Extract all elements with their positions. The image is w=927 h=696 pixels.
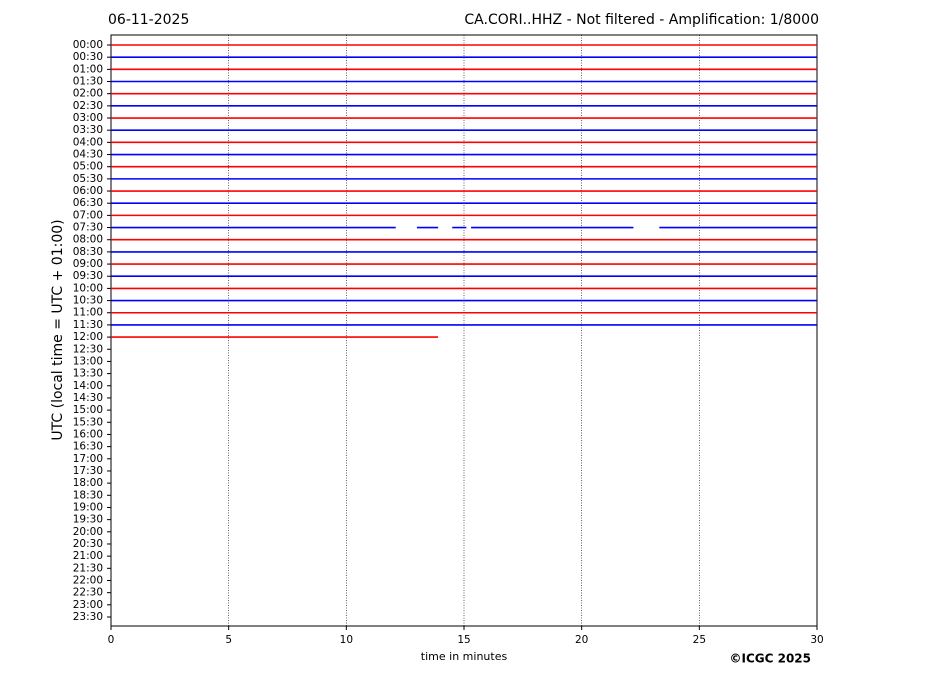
y-tick-label: 17:30: [73, 465, 103, 477]
y-tick-label: 09:30: [73, 270, 103, 282]
y-tick-label: 07:00: [73, 209, 103, 221]
y-tick-label: 14:30: [73, 392, 103, 404]
y-tick-label: 11:00: [73, 307, 103, 319]
y-tick-label: 10:30: [73, 295, 103, 307]
y-tick-label: 19:30: [73, 514, 103, 526]
y-tick-label: 01:00: [73, 63, 103, 75]
y-tick-label: 00:00: [73, 39, 103, 51]
y-tick-label: 01:30: [73, 76, 103, 88]
x-tick-label: 0: [108, 634, 115, 646]
y-tick-label: 13:30: [73, 368, 103, 380]
y-tick-label: 21:00: [73, 550, 103, 562]
x-tick-label: 10: [340, 634, 353, 646]
x-tick-label: 30: [810, 634, 823, 646]
y-tick-label: 10:00: [73, 282, 103, 294]
y-tick-label: 02:00: [73, 88, 103, 100]
y-tick-label: 23:30: [73, 611, 103, 623]
y-tick-label: 11:30: [73, 319, 103, 331]
y-tick-label: 18:30: [73, 489, 103, 501]
y-tick-label: 02:30: [73, 100, 103, 112]
y-tick-label: 09:00: [73, 258, 103, 270]
y-tick-label: 17:00: [73, 453, 103, 465]
y-tick-label: 23:00: [73, 599, 103, 611]
credit: ©ICGC 2025: [729, 652, 811, 666]
y-tick-label: 22:30: [73, 587, 103, 599]
y-tick-label: 07:30: [73, 222, 103, 234]
x-axis-label: time in minutes: [421, 650, 508, 663]
x-tick-label: 5: [225, 634, 232, 646]
y-tick-label: 03:00: [73, 112, 103, 124]
y-tick-label: 08:30: [73, 246, 103, 258]
y-tick-label: 22:00: [73, 574, 103, 586]
x-tick-label: 20: [575, 634, 588, 646]
y-tick-label: 19:00: [73, 501, 103, 513]
y-tick-label: 16:30: [73, 441, 103, 453]
y-tick-label: 15:30: [73, 416, 103, 428]
y-tick-label: 13:00: [73, 355, 103, 367]
y-axis-label: UTC (local time = UTC + 01:00): [50, 219, 66, 440]
y-tick-label: 18:00: [73, 477, 103, 489]
y-tick-label: 05:30: [73, 173, 103, 185]
y-tick-label: 04:30: [73, 149, 103, 161]
y-tick-label: 05:00: [73, 161, 103, 173]
x-tick-label: 15: [457, 634, 470, 646]
y-tick-label: 03:30: [73, 124, 103, 136]
y-tick-label: 15:00: [73, 404, 103, 416]
chart-title-left: 06-11-2025: [108, 12, 189, 28]
y-tick-label: 20:00: [73, 526, 103, 538]
chart-title-right: CA.CORI..HHZ - Not filtered - Amplificat…: [464, 12, 819, 28]
y-tick-label: 12:30: [73, 343, 103, 355]
y-tick-label: 16:00: [73, 428, 103, 440]
y-tick-label: 04:00: [73, 136, 103, 148]
x-tick-label: 25: [693, 634, 706, 646]
y-tick-label: 08:00: [73, 234, 103, 246]
y-tick-label: 20:30: [73, 538, 103, 550]
y-tick-label: 06:30: [73, 197, 103, 209]
y-tick-label: 00:30: [73, 51, 103, 63]
y-tick-label: 14:00: [73, 380, 103, 392]
y-tick-label: 06:00: [73, 185, 103, 197]
y-tick-label: 21:30: [73, 562, 103, 574]
y-tick-label: 12:00: [73, 331, 103, 343]
